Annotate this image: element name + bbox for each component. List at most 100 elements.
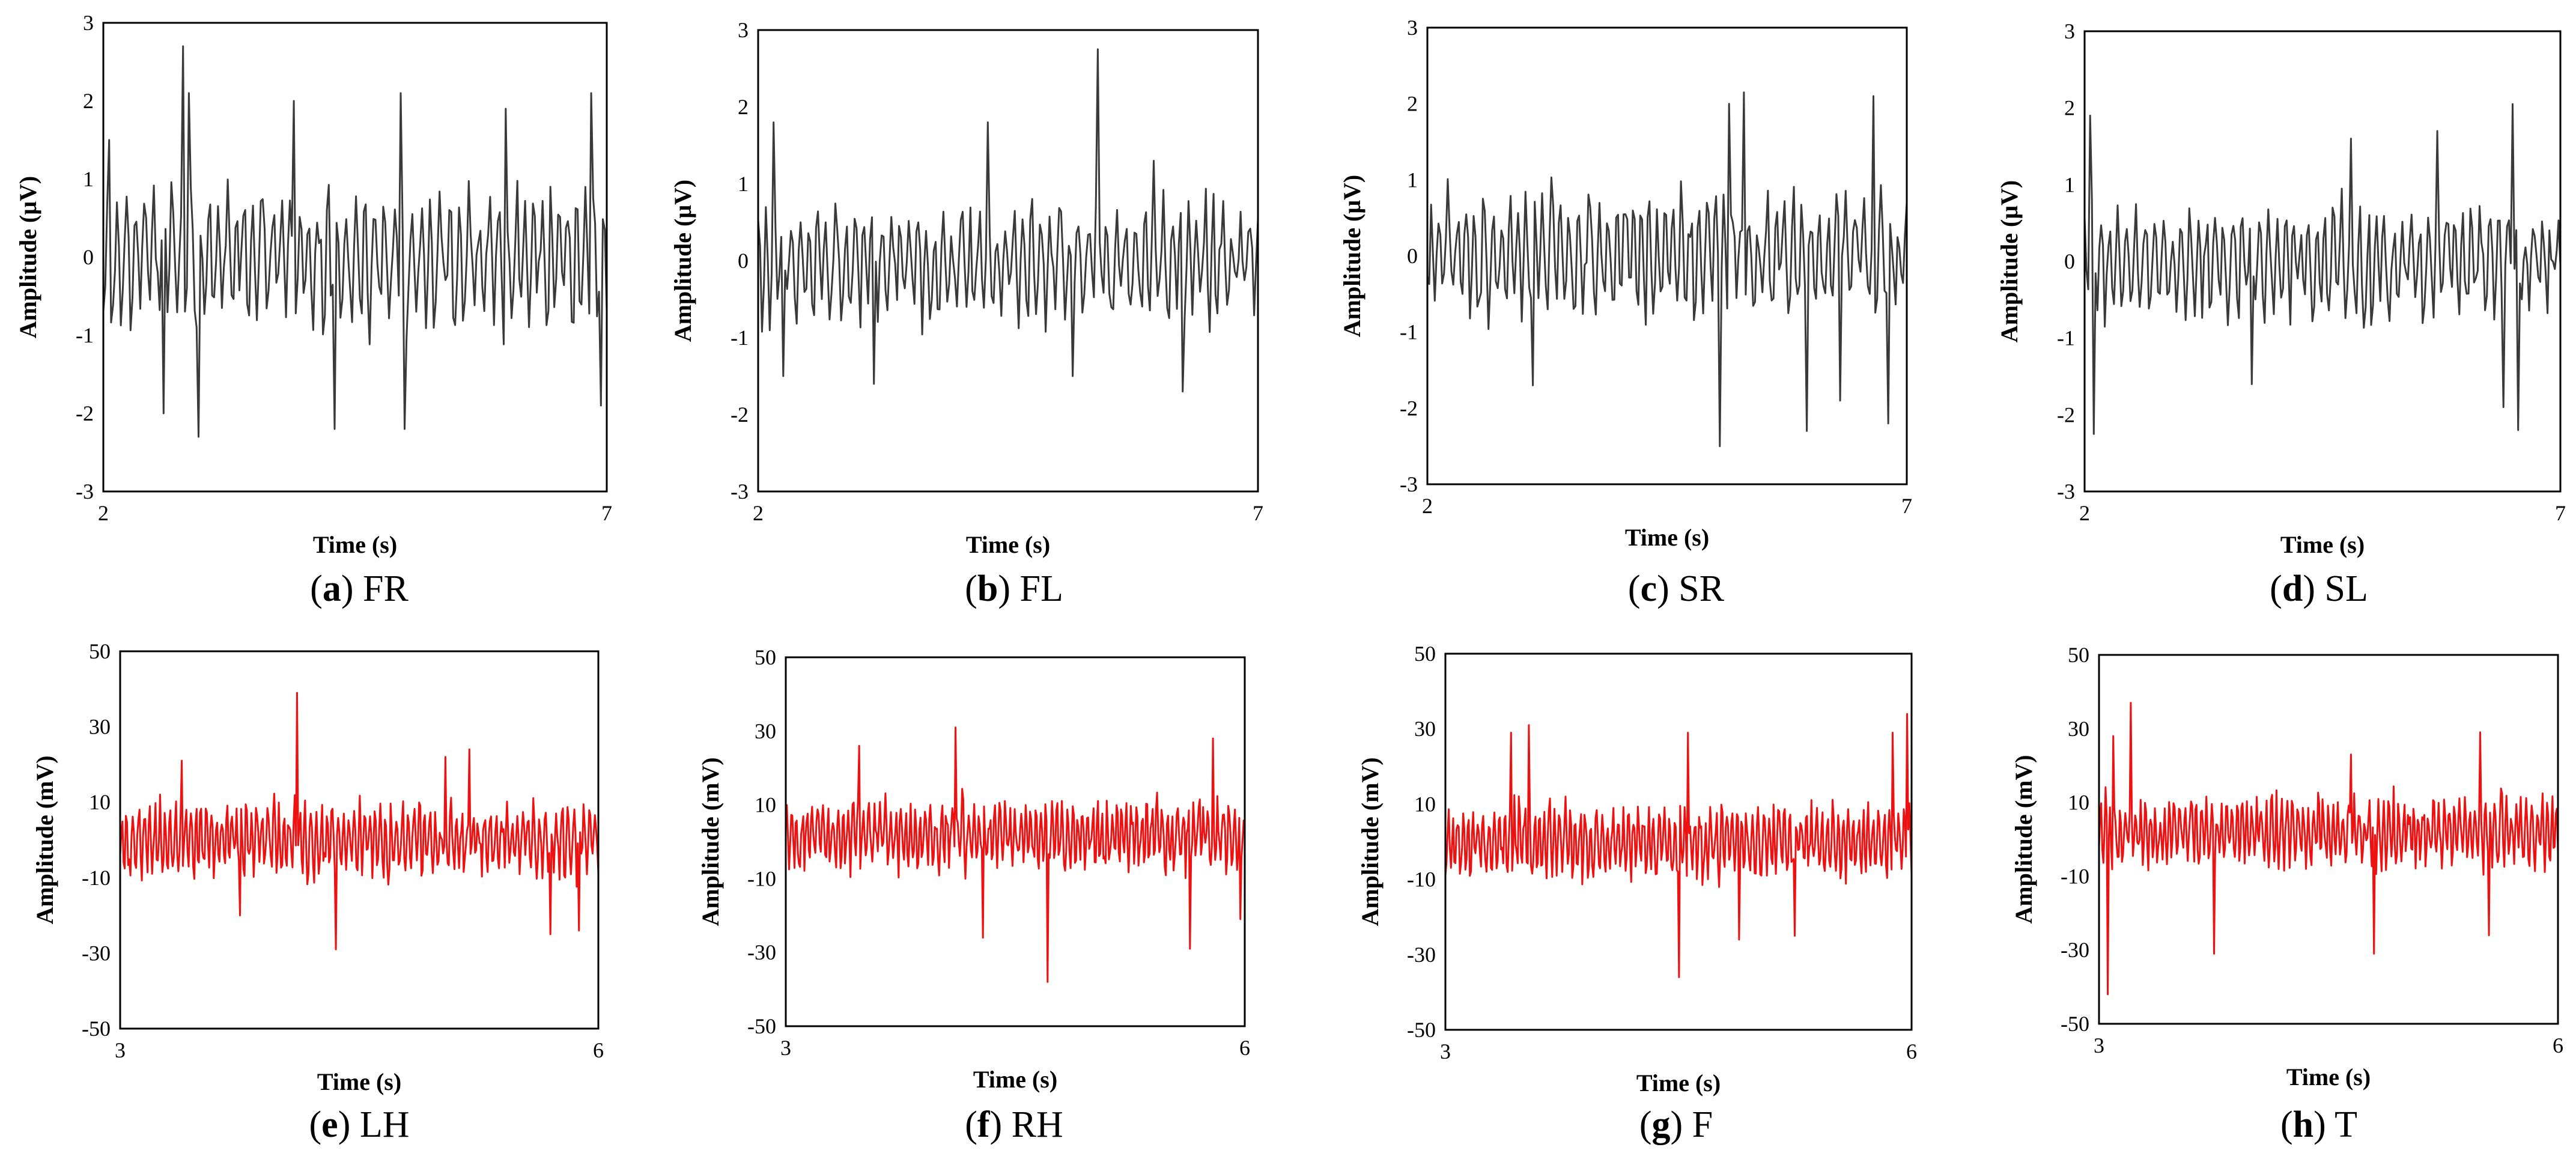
plot-frame bbox=[1426, 26, 1908, 485]
x-axis-title: Time (s) bbox=[313, 531, 397, 558]
y-tick-label: -2 bbox=[76, 401, 94, 425]
y-tick-label: -3 bbox=[76, 479, 94, 503]
x-tick-label: 2 bbox=[1422, 494, 1433, 518]
panel-caption: (g) F bbox=[1639, 1104, 1713, 1145]
x-axis-title: Time (s) bbox=[1636, 1069, 1721, 1096]
y-tick-label: -1 bbox=[76, 323, 94, 347]
x-tick-label: 2 bbox=[753, 501, 764, 525]
y-tick-label: 50 bbox=[2068, 643, 2089, 667]
y-tick-label: -1 bbox=[731, 326, 749, 350]
y-tick-label: -2 bbox=[2057, 403, 2075, 427]
plot-frame bbox=[102, 22, 608, 493]
panel-caption: (e) LH bbox=[309, 1104, 410, 1145]
y-tick-label: 10 bbox=[2068, 791, 2089, 815]
panel-caption: (b) FL bbox=[965, 568, 1063, 609]
y-axis-title: Amplitude (μV) bbox=[1338, 175, 1365, 337]
y-tick-label: 3 bbox=[83, 11, 94, 35]
x-tick-label: 2 bbox=[98, 501, 109, 525]
y-tick-label: -30 bbox=[1407, 943, 1436, 967]
x-tick-label: 6 bbox=[1906, 1039, 1917, 1063]
y-tick-label: 3 bbox=[738, 18, 749, 42]
plot-frame bbox=[757, 29, 1259, 493]
panel-caption: (f) RH bbox=[965, 1104, 1063, 1145]
y-tick-label: -3 bbox=[1400, 472, 1418, 496]
y-tick-label: 30 bbox=[1414, 717, 1436, 741]
y-tick-label: -50 bbox=[747, 1014, 776, 1038]
y-tick-label: 2 bbox=[1407, 92, 1418, 116]
y-tick-label: 0 bbox=[83, 245, 94, 269]
y-tick-label: 50 bbox=[1414, 642, 1436, 666]
y-tick-label: 1 bbox=[2064, 172, 2075, 196]
panel-e: 50 30 10 -10 -30 -503 6 Time (s) Amplitude (mV) (… bbox=[31, 639, 604, 1145]
series-line-sl bbox=[2083, 103, 2562, 435]
panel-caption: (d) SL bbox=[2270, 568, 2368, 609]
y-axis-title: Amplitude (mV) bbox=[1356, 757, 1384, 926]
panel-f: 50 30 10 -10 -30 -503 6 Time (s) Amplitude (mV) (… bbox=[697, 645, 1250, 1145]
y-tick-label: 0 bbox=[1407, 244, 1418, 268]
y-tick-label: 0 bbox=[738, 249, 749, 273]
x-tick-label: 7 bbox=[1253, 501, 1263, 525]
plot-frame bbox=[119, 650, 600, 1030]
y-tick-label: 2 bbox=[2064, 96, 2075, 120]
y-tick-label: 1 bbox=[738, 172, 749, 196]
plot-frame bbox=[2098, 654, 2559, 1025]
x-axis-title: Time (s) bbox=[966, 531, 1050, 558]
y-tick-label: 2 bbox=[83, 89, 94, 113]
x-tick-label: 7 bbox=[1901, 494, 1912, 518]
panel-h: 50 30 10 -10 -30 -503 6 Time (s) Amplitude (mV) (… bbox=[2010, 643, 2563, 1145]
y-tick-label: 10 bbox=[1414, 792, 1436, 816]
y-axis-title: Amplitude (μV) bbox=[14, 176, 41, 338]
y-tick-label: 3 bbox=[2064, 19, 2075, 43]
x-tick-label: 3 bbox=[115, 1038, 126, 1062]
y-tick-label: -30 bbox=[2061, 938, 2089, 962]
x-axis-title: Time (s) bbox=[2280, 531, 2365, 558]
series-line-fl bbox=[757, 48, 1259, 393]
y-tick-label: -30 bbox=[82, 941, 111, 965]
series-line-fr bbox=[102, 45, 608, 438]
panel-g: 50 30 10 -10 -30 -503 6 Time (s) Amplitude (mV) (… bbox=[1356, 642, 1917, 1145]
y-tick-label: -10 bbox=[82, 866, 111, 890]
panel-caption: (h) T bbox=[2280, 1104, 2357, 1145]
y-tick-label: 2 bbox=[738, 95, 749, 119]
series-line-rh bbox=[785, 726, 1246, 983]
y-tick-label: -50 bbox=[1407, 1018, 1436, 1042]
x-tick-label: 7 bbox=[2555, 501, 2566, 525]
plot-frame bbox=[785, 656, 1246, 1027]
plot-frame bbox=[1444, 652, 1913, 1031]
y-axis-title: Amplitude (mV) bbox=[697, 757, 724, 926]
y-tick-label: 10 bbox=[89, 790, 111, 814]
x-axis-title: Time (s) bbox=[2286, 1063, 2371, 1090]
y-tick-label: -10 bbox=[1407, 868, 1436, 892]
y-tick-label: -10 bbox=[747, 866, 776, 890]
x-tick-label: 3 bbox=[780, 1036, 791, 1060]
panel-caption: (c) SR bbox=[1628, 568, 1725, 609]
y-tick-label: -3 bbox=[2057, 479, 2075, 503]
y-axis-title: Amplitude (μV) bbox=[669, 180, 696, 342]
series-line-sr bbox=[1426, 91, 1908, 448]
series-line-t bbox=[2098, 702, 2559, 996]
panel-caption: (a) FR bbox=[310, 568, 409, 609]
x-tick-label: 6 bbox=[593, 1038, 604, 1062]
x-axis-title: Time (s) bbox=[317, 1068, 401, 1095]
y-tick-label: 1 bbox=[1407, 168, 1418, 192]
y-tick-label: 50 bbox=[755, 645, 776, 669]
y-tick-label: -2 bbox=[731, 403, 749, 427]
y-axis-title: Amplitude (mV) bbox=[2010, 755, 2037, 923]
series-line-lh bbox=[119, 692, 600, 950]
y-tick-label: 1 bbox=[83, 167, 94, 191]
series-line-f bbox=[1444, 713, 1913, 978]
y-tick-label: -50 bbox=[82, 1017, 111, 1041]
x-tick-label: 6 bbox=[1239, 1036, 1250, 1060]
y-tick-label: 3 bbox=[1407, 16, 1418, 40]
y-tick-label: -1 bbox=[2057, 326, 2075, 350]
y-axis-title: Amplitude (mV) bbox=[31, 755, 58, 924]
y-tick-label: 50 bbox=[89, 639, 111, 663]
y-tick-label: -1 bbox=[1400, 320, 1418, 344]
plot-frame bbox=[2083, 30, 2562, 493]
y-axis-title: Amplitude (μV) bbox=[1996, 180, 2023, 342]
